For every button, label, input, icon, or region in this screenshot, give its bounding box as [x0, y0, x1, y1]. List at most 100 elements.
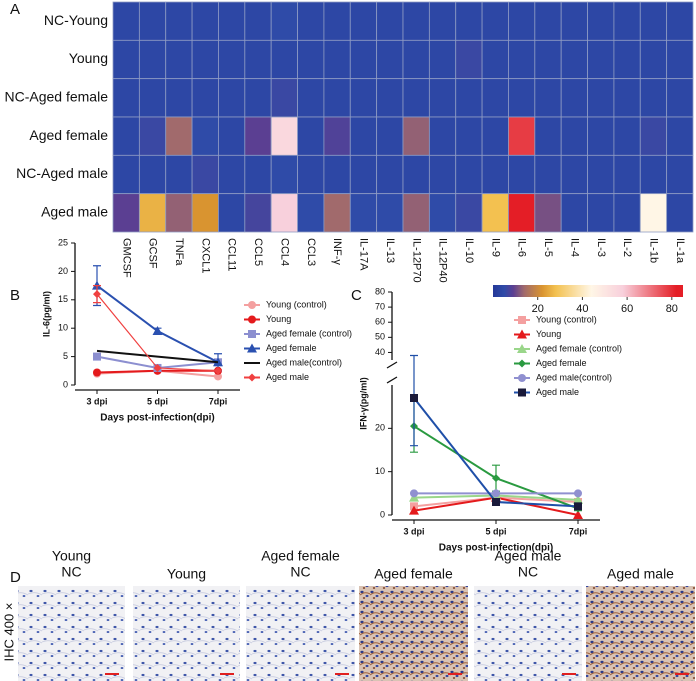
- axis-break: [387, 362, 397, 383]
- image-title: NC: [518, 564, 538, 580]
- x-axis-title: Days post-infection(dpi): [100, 413, 214, 424]
- heat-cell: [614, 117, 640, 155]
- data-point: [492, 489, 500, 497]
- heat-cell: [377, 40, 403, 78]
- heat-cell: [640, 155, 666, 193]
- heat-cell: [588, 194, 614, 232]
- heat-cell: [218, 194, 244, 232]
- row-label: NC-Young: [44, 12, 108, 28]
- heat-cell: [271, 79, 297, 117]
- row-label: Aged female: [29, 127, 108, 143]
- legend-marker: [518, 389, 526, 397]
- heat-cell: [403, 2, 429, 40]
- y-tick-label: 25: [58, 237, 68, 247]
- heat-cell: [324, 194, 350, 232]
- heat-cell: [456, 2, 482, 40]
- histology-image: [133, 586, 240, 681]
- column-label: GMCSF: [120, 238, 132, 278]
- heat-cell: [535, 40, 561, 78]
- heat-cell: [561, 40, 587, 78]
- heat-cell: [429, 79, 455, 117]
- x-tick-label: 7dpi: [569, 526, 588, 536]
- heat-cell: [166, 155, 192, 193]
- legend-label: Aged female: [266, 343, 317, 353]
- heat-cell: [350, 40, 376, 78]
- heat-cell: [667, 117, 693, 155]
- heat-cell: [640, 194, 666, 232]
- heat-cell: [588, 2, 614, 40]
- heat-cell: [166, 2, 192, 40]
- legend-marker: [248, 301, 256, 309]
- heat-cell: [482, 155, 508, 193]
- heat-cell: [456, 117, 482, 155]
- heat-cell: [271, 2, 297, 40]
- column-label: CCL11: [226, 238, 238, 271]
- heat-cell: [350, 117, 376, 155]
- x-tick-label: 5 dpi: [485, 526, 506, 536]
- y-tick-label: 20: [375, 423, 385, 433]
- heat-cell: [535, 155, 561, 193]
- data-point: [492, 498, 500, 506]
- heat-cell: [403, 40, 429, 78]
- column-label: IL-6: [516, 238, 528, 257]
- heat-cell: [377, 155, 403, 193]
- colorbar-tick-label: 20: [532, 303, 544, 315]
- histology-image: [359, 586, 468, 681]
- series-line: [97, 286, 218, 363]
- legend-label: Aged female: [536, 358, 587, 368]
- x-tick-label: 3 dpi: [86, 396, 107, 406]
- y-tick-label: 0: [63, 379, 68, 389]
- image-title: Young: [52, 548, 91, 564]
- heat-cell: [429, 155, 455, 193]
- y-tick-label: 0: [380, 509, 385, 519]
- heat-cell: [245, 79, 271, 117]
- heat-cell: [139, 2, 165, 40]
- heat-cell: [139, 155, 165, 193]
- heat-cell: [429, 194, 455, 232]
- heat-cell: [456, 155, 482, 193]
- heat-cell: [482, 2, 508, 40]
- heat-cell: [166, 194, 192, 232]
- heat-cell: [350, 194, 376, 232]
- legend-label: Aged male(control): [266, 357, 342, 367]
- column-label: IL-2: [621, 238, 633, 257]
- heat-cell: [667, 2, 693, 40]
- image-title: Aged male: [495, 548, 562, 564]
- image-title: NC: [290, 564, 310, 580]
- heat-cell: [113, 2, 139, 40]
- x-tick-label: 3 dpi: [403, 526, 424, 536]
- heat-cell: [113, 117, 139, 155]
- heat-cell: [508, 155, 534, 193]
- heat-cell: [377, 194, 403, 232]
- y-tick-label: 10: [58, 323, 68, 333]
- y-tick-label: 70: [375, 301, 385, 311]
- legend-label: Aged female (control): [536, 343, 622, 353]
- row-label: Young: [69, 50, 108, 66]
- column-label: IL-4: [568, 238, 580, 257]
- column-label: IL-10: [463, 238, 475, 263]
- legend-label: Young (control): [266, 299, 327, 309]
- heat-cell: [561, 2, 587, 40]
- image-title: NC: [61, 564, 81, 580]
- heat-cell: [271, 194, 297, 232]
- heat-cell: [456, 194, 482, 232]
- heat-cell: [245, 194, 271, 232]
- heat-cell: [614, 40, 640, 78]
- panel-label: D: [10, 569, 21, 586]
- y-tick-label: 60: [375, 317, 385, 327]
- heat-cell: [535, 79, 561, 117]
- heat-cell: [192, 194, 218, 232]
- image-title: Aged female: [374, 566, 453, 582]
- column-label: IL-5: [542, 238, 554, 257]
- heat-cell: [535, 2, 561, 40]
- heat-cell: [192, 2, 218, 40]
- legend-marker: [518, 374, 526, 382]
- heat-cell: [192, 40, 218, 78]
- heat-cell: [298, 2, 324, 40]
- legend-label: Young: [266, 314, 291, 324]
- heat-cell: [508, 40, 534, 78]
- y-axis-title: IFN-γ(pg/ml): [358, 377, 368, 430]
- data-point: [410, 394, 418, 402]
- legend-marker: [248, 330, 256, 338]
